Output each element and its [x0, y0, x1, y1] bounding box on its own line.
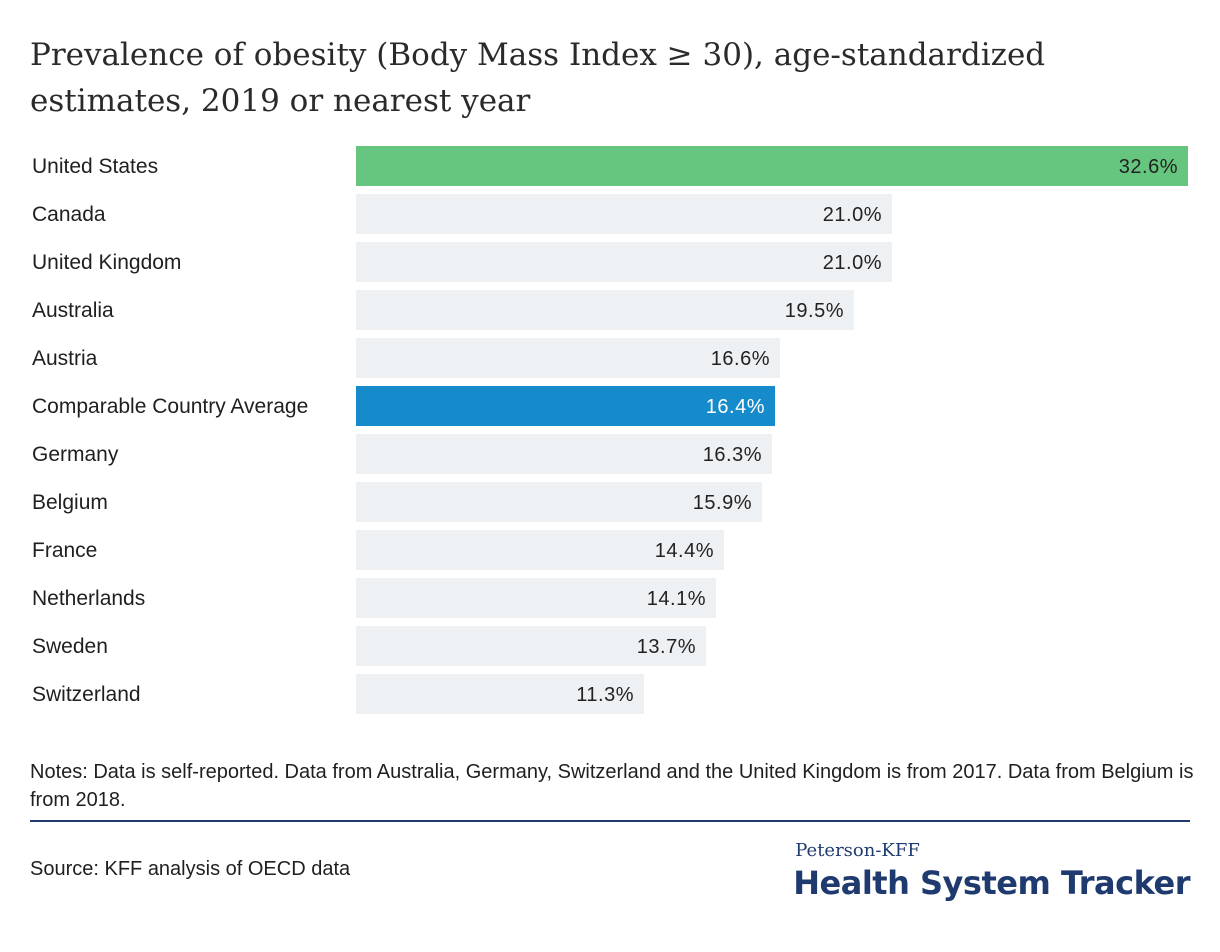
bar-netherlands: [356, 578, 716, 618]
bar-belgium: [356, 482, 762, 522]
value-label-france: 14.4%: [655, 540, 714, 562]
bar-france: [356, 530, 724, 570]
value-label-netherlands: 14.1%: [647, 588, 706, 610]
value-label-switzerland: 11.3%: [576, 684, 634, 706]
category-label-switzerland: Switzerland: [32, 683, 141, 706]
value-label-united-states: 32.6%: [1119, 156, 1178, 178]
bar-germany: [356, 434, 772, 474]
bar-canada: [356, 194, 892, 234]
value-label-sweden: 13.7%: [637, 636, 696, 658]
chart-title: Prevalence of obesity (Body Mass Index ≥…: [30, 37, 1046, 119]
divider: [30, 820, 1190, 822]
category-label-canada: Canada: [32, 203, 106, 226]
category-label-austria: Austria: [32, 347, 98, 370]
category-label-france: France: [32, 539, 97, 562]
category-label-sweden: Sweden: [32, 635, 108, 658]
category-label-united-states: United States: [32, 155, 158, 178]
bar-united-states: [356, 146, 1188, 186]
bar-comparable-country-average: [356, 386, 775, 426]
value-label-austria: 16.6%: [711, 348, 770, 370]
bar-australia: [356, 290, 854, 330]
logo-bottom-text: Health System Tracker: [793, 864, 1190, 902]
value-label-comparable-country-average: 16.4%: [706, 396, 765, 418]
value-label-belgium: 15.9%: [693, 492, 752, 514]
category-label-belgium: Belgium: [32, 491, 108, 514]
bar-chart: United States 32.6% Canada 21.0% United King…: [32, 146, 1188, 714]
category-label-germany: Germany: [32, 443, 119, 466]
value-label-united-kingdom: 21.0%: [823, 252, 882, 274]
bar-united-kingdom: [356, 242, 892, 282]
logo-top-text: Peterson-KFF: [795, 840, 920, 861]
value-label-canada: 21.0%: [823, 204, 882, 226]
bar-sweden: [356, 626, 706, 666]
brand-logo: Peterson-KFF Health System Tracker: [793, 840, 1190, 904]
category-label-netherlands: Netherlands: [32, 587, 145, 610]
chart-notes: Notes: Data is self-reported. Data from …: [30, 761, 1194, 811]
bar-switzerland: [356, 674, 644, 714]
chart-source: Source: KFF analysis of OECD data: [30, 858, 351, 880]
category-label-comparable-country-average: Comparable Country Average: [32, 395, 308, 418]
value-label-australia: 19.5%: [785, 300, 844, 322]
value-label-germany: 16.3%: [703, 444, 762, 466]
category-label-australia: Australia: [32, 299, 114, 322]
bar-austria: [356, 338, 780, 378]
category-label-united-kingdom: United Kingdom: [32, 251, 181, 274]
